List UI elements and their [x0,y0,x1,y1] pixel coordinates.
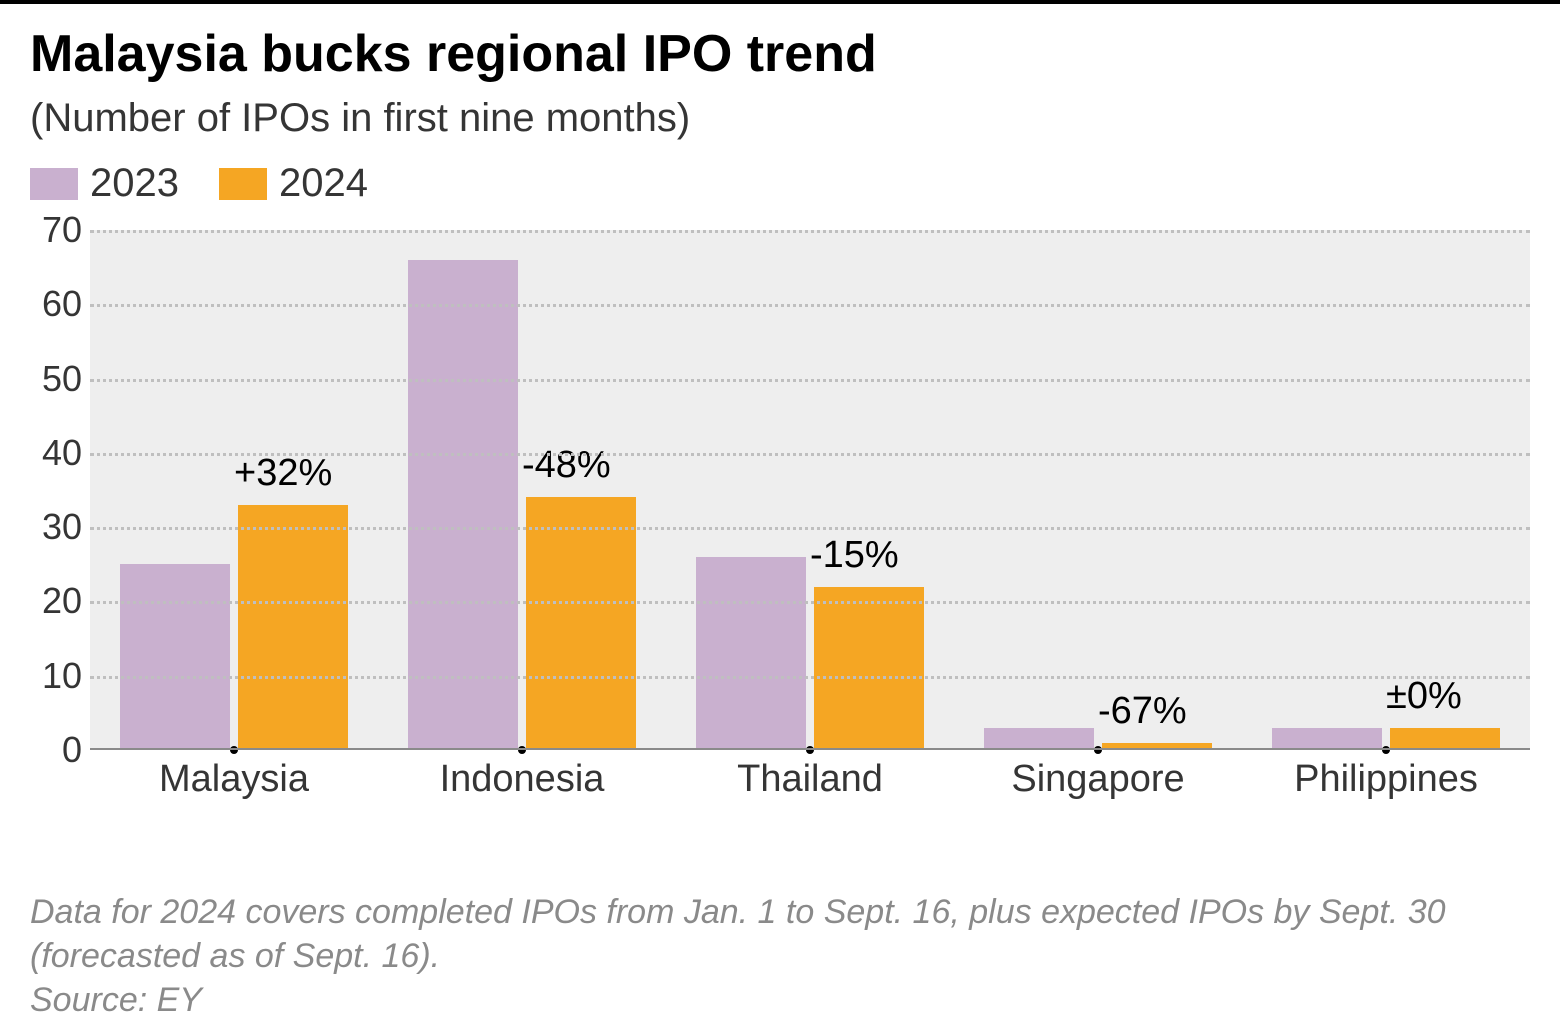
y-tick-label: 0 [62,729,82,771]
x-axis-label: Philippines [1242,758,1530,801]
x-axis-labels: MalaysiaIndonesiaThailandSingaporePhilip… [90,758,1530,801]
legend-swatch-2024 [219,168,267,200]
chart-subtitle: (Number of IPOs in first nine months) [30,96,1530,141]
y-tick-label: 70 [42,209,82,251]
legend-label-2023: 2023 [90,161,179,206]
bar-2024 [1390,728,1500,750]
grid-line [90,379,1530,382]
y-tick-label: 10 [42,655,82,697]
grid-line [90,230,1530,233]
chart-title: Malaysia bucks regional IPO trend [30,24,1530,84]
grid-line [90,304,1530,307]
y-tick-label: 40 [42,432,82,474]
grid-line [90,676,1530,679]
pct-change-label: -48% [522,444,611,487]
grid-line [90,453,1530,456]
bar-group: -15% [666,230,954,750]
y-tick-label: 30 [42,506,82,548]
x-axis-label: Thailand [666,758,954,801]
footnote: Data for 2024 covers completed IPOs from… [30,890,1530,1023]
baseline [90,748,1530,750]
chart-area: 010203040506070 +32%-48%-15%-67%±0% Mala… [30,230,1530,810]
bar-2024 [238,505,348,750]
legend-item-2023: 2023 [30,161,179,206]
legend: 2023 2024 [30,161,1530,206]
footnote-line1: Data for 2024 covers completed IPOs from… [30,890,1530,978]
y-axis: 010203040506070 [30,230,90,750]
x-axis-label: Singapore [954,758,1242,801]
bar-group: ±0% [1242,230,1530,750]
grid-line [90,601,1530,604]
pct-change-label: -15% [810,534,899,577]
x-axis-label: Indonesia [378,758,666,801]
pct-change-label: +32% [234,452,332,495]
bar-2024 [814,587,924,750]
pct-change-label: ±0% [1386,675,1462,718]
bar-2023 [984,728,1094,750]
bar-group: +32% [90,230,378,750]
bar-2023 [120,564,230,750]
bar-2024 [526,497,636,750]
bar-2023 [696,557,806,750]
bar-group: -67% [954,230,1242,750]
legend-label-2024: 2024 [279,161,368,206]
pct-change-label: -67% [1098,690,1187,733]
plot-area: +32% -48% -15% -67% ±0% [90,230,1530,750]
bar-group: -48% [378,230,666,750]
legend-item-2024: 2024 [219,161,368,206]
chart-container: Malaysia bucks regional IPO trend (Numbe… [0,0,1560,981]
y-tick-label: 60 [42,283,82,325]
grid-line [90,527,1530,530]
footnote-line2: Source: EY [30,978,1530,1022]
y-tick-label: 20 [42,580,82,622]
bar-groups: +32% -48% -15% -67% ±0% [90,230,1530,750]
bar-2023 [1272,728,1382,750]
y-tick-label: 50 [42,358,82,400]
x-axis-label: Malaysia [90,758,378,801]
legend-swatch-2023 [30,168,78,200]
